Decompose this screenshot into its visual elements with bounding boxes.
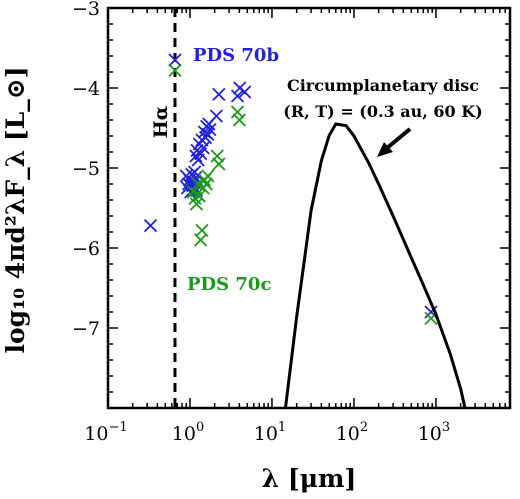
pds70b-point	[209, 109, 224, 123]
x-axis-title: λ [μm]	[262, 464, 357, 493]
x-tick-label: 100	[172, 420, 204, 445]
pds70c-point	[201, 169, 215, 183]
pds70c-point	[192, 189, 206, 203]
plot-frame	[106, 6, 512, 410]
pds70b-point	[188, 165, 202, 179]
disc-title-annotation: Circumplanetary disc	[287, 76, 479, 95]
pds70c-point	[230, 105, 245, 119]
pds70c-point	[189, 197, 204, 211]
pds70b-point	[230, 89, 245, 103]
x-tick-label: 102	[336, 420, 368, 445]
pds70c-point	[199, 177, 213, 191]
pds70b-point	[203, 122, 217, 137]
disc-params-annotation: (R, T) = (0.3 au, 60 K)	[283, 102, 482, 121]
pds70b-point	[143, 218, 158, 233]
pds70c-label: PDS 70c	[187, 274, 271, 295]
disc-blackbody-curve	[283, 122, 467, 408]
pds70b-point	[238, 85, 252, 99]
pds70b-point	[196, 141, 210, 155]
y-tick-label: −7	[72, 318, 100, 340]
pds70c-point	[195, 223, 209, 238]
pds70c-point	[210, 149, 224, 163]
pds70b-point	[212, 87, 226, 102]
pds70c-point	[168, 63, 182, 78]
axis-ticks	[107, 7, 511, 409]
data-marks	[143, 8, 467, 408]
x-tick-label: 103	[418, 420, 450, 445]
x-tick-label: 10−1	[84, 420, 127, 445]
y-axis-title: log₁₀ 4πd²λF_λ [L_⊙]	[1, 66, 30, 353]
x-tick-label: 101	[254, 420, 286, 445]
tick-labels: 10−1 100 101 102 103 −3 −4 −5 −6 −7	[72, 0, 450, 445]
y-tick-label: −4	[72, 78, 100, 100]
disc-arrow	[377, 127, 412, 157]
pds70c-point	[232, 113, 246, 127]
pds70b-point	[187, 175, 201, 190]
y-tick-label: −5	[72, 158, 100, 180]
halpha-label: Hα	[150, 105, 172, 138]
y-tick-label: −6	[72, 238, 100, 260]
pds70b-label: PDS 70b	[193, 45, 279, 66]
pds70c-point	[212, 157, 226, 171]
pds70b-point	[168, 53, 182, 67]
y-tick-label: −3	[72, 0, 100, 20]
